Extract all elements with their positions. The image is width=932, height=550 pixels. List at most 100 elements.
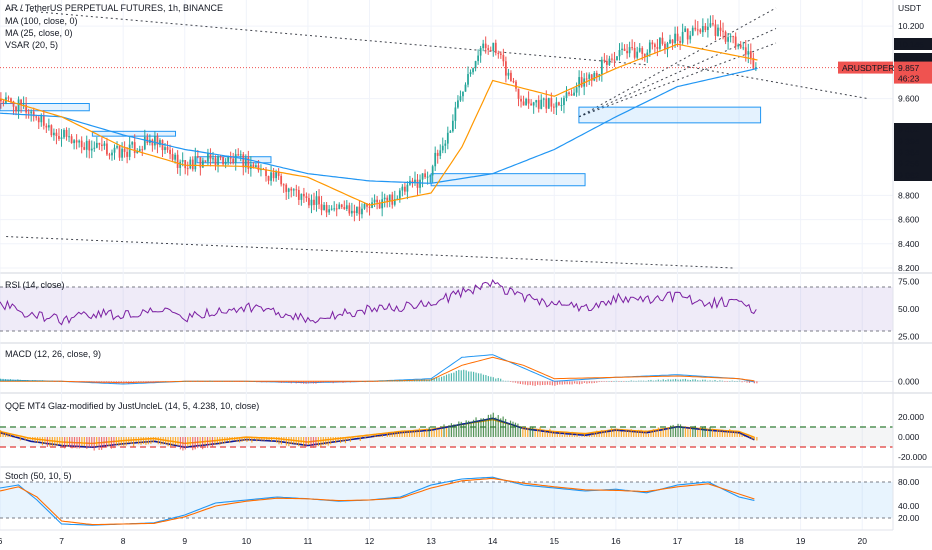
trend-line <box>578 28 777 118</box>
macd-histogram-bar <box>172 381 174 382</box>
qqe-histogram-bar <box>46 437 49 448</box>
macd-histogram-bar <box>509 381 512 382</box>
macd-tick-label: 0.000 <box>898 376 920 386</box>
price-tag-box <box>894 123 932 135</box>
macd-histogram-bar <box>746 381 748 383</box>
qqe-histogram-bar <box>751 437 753 440</box>
candle-body <box>363 203 366 209</box>
candle-body <box>638 48 641 52</box>
macd-histogram-bar <box>694 379 696 382</box>
qqe-histogram-bar <box>556 434 558 437</box>
macd-histogram-bar <box>524 381 526 385</box>
macd-histogram-bar <box>177 380 179 382</box>
macd-histogram-bar <box>549 381 551 386</box>
macd-histogram-bar <box>81 381 83 382</box>
macd-histogram-bar <box>421 379 423 382</box>
macd-histogram-bar <box>352 381 354 383</box>
macd-histogram-bar <box>303 381 305 384</box>
candle-body <box>242 154 245 168</box>
qqe-histogram-bar <box>113 437 115 449</box>
qqe-histogram-bar <box>482 418 485 437</box>
candle-body <box>560 105 563 107</box>
qqe-histogram-bar <box>344 437 347 444</box>
candle-body <box>600 59 603 75</box>
macd-histogram-bar <box>12 379 14 382</box>
time-tick-label: 17 <box>673 536 683 546</box>
qqe-histogram-bar <box>280 437 283 445</box>
candlestick-series[interactable] <box>0 15 757 222</box>
time-axis[interactable]: 6 7 8 9 10 11 12 13 14 15 16 17 18 19 20 <box>0 529 893 546</box>
candle-body <box>310 199 313 206</box>
qqe-histogram-bar <box>56 437 58 446</box>
qqe-histogram-bar <box>211 437 214 448</box>
macd-histogram-bar <box>650 379 652 382</box>
qqe-histogram-bar <box>721 431 723 437</box>
qqe-label: QQE MT4 Glaz-modified by JustUncleL (14,… <box>5 401 259 411</box>
qqe-histogram-bar <box>642 430 645 437</box>
macd-histogram-bar <box>135 381 137 383</box>
candle-body <box>494 42 497 53</box>
qqe-histogram-bar <box>625 430 627 437</box>
candle-body <box>290 188 293 191</box>
macd-histogram-bar <box>642 380 645 382</box>
qqe-histogram-bar <box>147 437 150 445</box>
candle-body <box>691 27 694 36</box>
qqe-histogram-bar <box>19 437 21 441</box>
macd-histogram-bar <box>371 381 374 382</box>
price-axis[interactable]: USDT 10.200 9.600 8.800 8.600 8.400 8.200 75.0… <box>838 0 932 530</box>
macd-histogram-bar <box>315 381 317 384</box>
candle-body <box>391 194 394 205</box>
macd-histogram-bar <box>224 381 226 382</box>
candle-body <box>467 74 469 85</box>
qqe-histogram-bar <box>248 437 251 441</box>
candle-body <box>520 98 522 102</box>
candle-body <box>297 189 300 200</box>
macd-histogram-bar <box>633 380 635 382</box>
candle-body <box>401 186 404 191</box>
candle-body <box>689 35 692 40</box>
qqe-histogram-bar <box>505 418 507 437</box>
candle-body <box>684 28 687 32</box>
candle-body <box>464 84 467 92</box>
macd-histogram-bar <box>189 381 191 382</box>
macd-histogram-bar <box>305 381 307 384</box>
qqe-histogram-bar <box>335 437 337 444</box>
qqe-histogram-bar <box>209 437 211 446</box>
candle-body <box>229 157 232 159</box>
macd-histogram-bar <box>458 369 460 382</box>
candle-body <box>12 101 15 107</box>
candle-body <box>530 103 533 106</box>
macd-histogram-bar <box>101 381 103 383</box>
macd-histogram-bar <box>238 381 241 382</box>
qqe-histogram-bar <box>699 427 701 437</box>
macd-histogram-bar <box>44 380 46 382</box>
candle-body <box>636 51 639 58</box>
candle-body <box>585 78 588 80</box>
qqe-histogram-bar <box>537 428 539 437</box>
macd-histogram-bar <box>354 381 356 382</box>
qqe-histogram-bar <box>677 423 679 437</box>
macd-histogram-bar <box>687 379 689 382</box>
rsi-tick-label: 75.00 <box>898 277 920 287</box>
qqe-histogram-bar <box>729 429 731 437</box>
qqe-histogram-bar <box>606 430 608 437</box>
qqe-histogram-bar <box>199 437 201 446</box>
macd-histogram-bar <box>519 381 521 384</box>
candle-body <box>53 132 55 136</box>
qqe-histogram-bar <box>184 437 186 450</box>
qqe-histogram-bar <box>502 416 504 437</box>
qqe-histogram-bar <box>615 428 618 437</box>
qqe-histogram-bar <box>327 437 329 446</box>
macd-histogram-bar <box>433 378 435 382</box>
time-tick-label: 19 <box>796 536 806 546</box>
candle-body <box>315 196 318 205</box>
qqe-histogram-bar <box>487 414 489 437</box>
candle-body <box>616 56 618 61</box>
qqe-histogram-bar <box>317 437 319 447</box>
macd-histogram-bar <box>438 377 440 382</box>
qqe-histogram-bar <box>371 437 374 438</box>
qqe-histogram-bar <box>714 431 716 437</box>
macd-histogram-bar <box>73 381 76 382</box>
macd-histogram-bar <box>606 381 608 382</box>
